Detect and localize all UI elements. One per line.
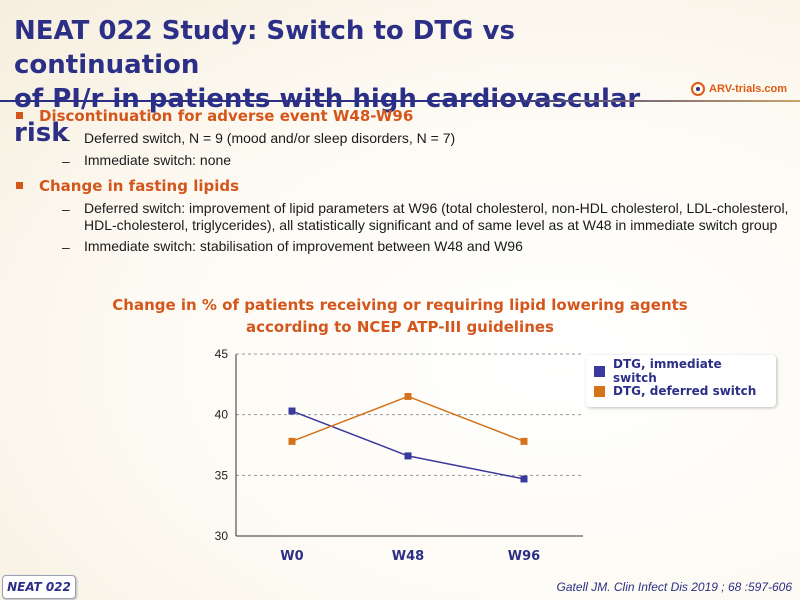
x-tick-label: W96 (508, 549, 540, 564)
data-point (404, 452, 412, 460)
title-line-2: of PI/r in patients with high cardiovasc… (14, 84, 641, 148)
y-tick-label: 30 (215, 529, 229, 543)
sub-bullet-item: – Immediate switch: none (62, 152, 792, 170)
bullet-heading: Change in fasting lipids (39, 177, 240, 195)
chart-legend: DTG, immediate switch DTG, deferred swit… (586, 355, 776, 407)
y-tick-label: 45 (215, 347, 229, 361)
citation: Gatell JM. Clin Infect Dis 2019 ; 68 :59… (556, 580, 792, 594)
sub-bullet-item: – Deferred switch: improvement of lipid … (62, 200, 792, 234)
series-line (291, 410, 525, 480)
chart-title: Change in % of patients receiving or req… (100, 294, 700, 338)
bullet-item: Change in fasting lipids (12, 176, 792, 196)
title-divider (0, 100, 800, 102)
sub-bullet-text: Immediate switch: none (84, 152, 232, 168)
legend-swatch-immediate (594, 365, 605, 377)
study-badge: NEAT 022 (2, 575, 76, 599)
dash-icon: – (62, 201, 70, 217)
data-point (404, 392, 412, 400)
legend-label: DTG, immediate switch (613, 357, 722, 385)
dash-icon: – (62, 131, 70, 147)
sub-bullet-item: – Deferred switch, N = 9 (mood and/or sl… (62, 130, 792, 148)
data-point (520, 437, 528, 445)
logo-mark-icon (691, 82, 705, 96)
chart-title-line-2: according to NCEP ATP-III guidelines (246, 318, 554, 336)
dash-icon: – (62, 239, 70, 255)
x-tick-label: W48 (392, 549, 424, 564)
legend-swatch-deferred (594, 385, 605, 397)
data-point (520, 475, 528, 483)
data-point (288, 407, 296, 415)
bullet-item: Discontinuation for adverse event W48-W9… (12, 106, 792, 126)
y-tick-label: 35 (215, 468, 229, 482)
bullet-list: Discontinuation for adverse event W48-W9… (12, 106, 792, 256)
slide-title: NEAT 022 Study: Switch to DTG vs continu… (14, 14, 694, 150)
sub-bullet-text: Deferred switch, N = 9 (mood and/or slee… (84, 130, 456, 146)
sub-bullet-item: – Immediate switch: stabilisation of imp… (62, 238, 792, 256)
chart-title-line-1: Change in % of patients receiving or req… (112, 296, 688, 314)
bullet-square-icon (16, 112, 23, 119)
dash-icon: – (62, 153, 70, 169)
bullet-square-icon (16, 182, 23, 189)
sub-bullet-text: Immediate switch: stabilisation of impro… (84, 238, 523, 254)
series-line (291, 395, 525, 443)
arv-trials-logo: ARV-trials.com (690, 78, 794, 100)
legend-label: DTG, deferred switch (613, 384, 757, 398)
bullet-heading: Discontinuation for adverse event W48-W9… (39, 107, 414, 125)
y-tick-label: 40 (215, 408, 229, 422)
legend-item: DTG, deferred switch (594, 381, 768, 401)
sub-bullet-text: Deferred switch: improvement of lipid pa… (84, 200, 789, 233)
title-line-1: NEAT 022 Study: Switch to DTG vs continu… (14, 16, 515, 80)
x-tick-label: W0 (280, 549, 303, 564)
data-point (288, 437, 296, 445)
legend-item: DTG, immediate switch (594, 357, 768, 385)
logo-text: ARV-trials.com (709, 83, 788, 95)
